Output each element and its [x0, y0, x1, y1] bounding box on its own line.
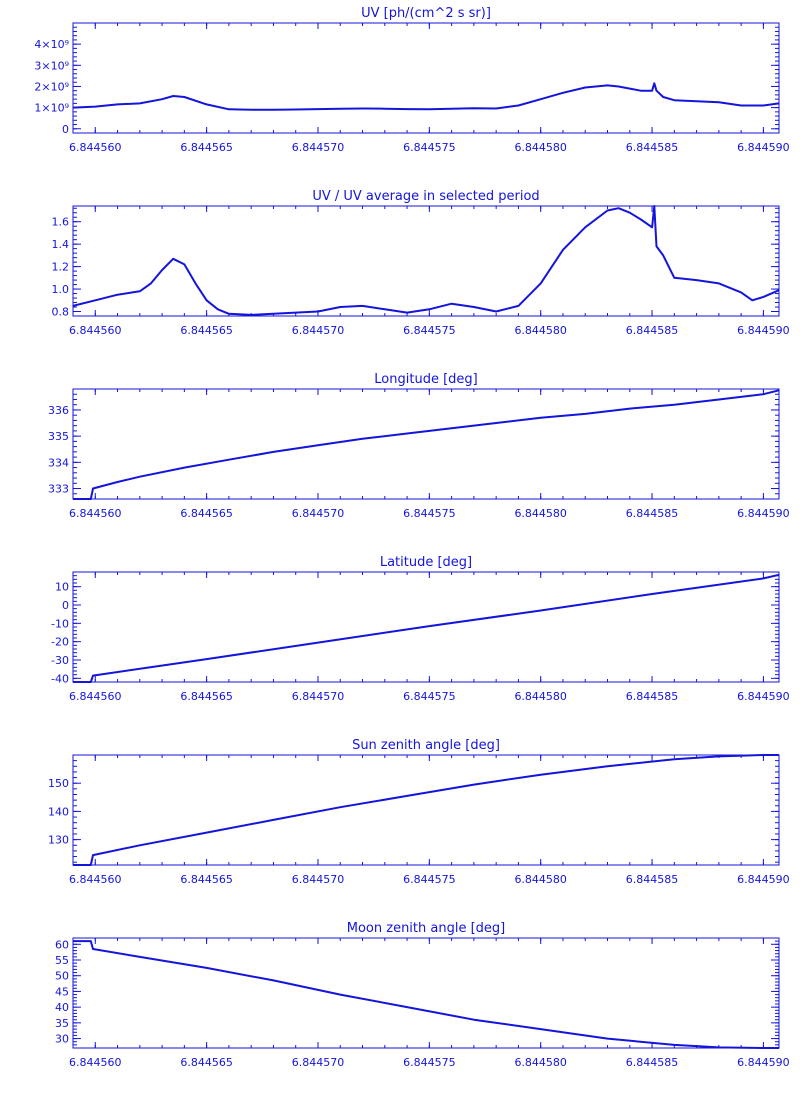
x-tick-label: 6.844580	[514, 324, 567, 337]
plot-frame	[72, 937, 780, 1049]
y-tick-label: 0	[62, 599, 69, 612]
y-tick-label: -10	[51, 617, 69, 630]
x-tick-label: 6.844580	[514, 141, 567, 154]
x-tick-label: 6.844590	[737, 873, 790, 886]
chart-title: Moon zenith angle [deg]	[347, 921, 505, 936]
y-tick-label: 130	[48, 834, 69, 847]
y-tick-label: 150	[48, 777, 69, 790]
x-tick-label: 6.844560	[69, 507, 122, 520]
x-tick-label: 6.844580	[514, 1056, 567, 1069]
y-tick-label: 4×10⁹	[34, 38, 69, 51]
chart-panel-1: UV [ph/(cm^2 s sr)] 6.844560 6.844565 6.844…	[34, 6, 789, 154]
chart-panel-4: Latitude [deg] 6.844560 6.844565 6.844570 6.…	[51, 555, 790, 703]
y-tick-label: 140	[48, 805, 69, 818]
x-tick-label: 6.844565	[180, 873, 233, 886]
x-tick-label: 6.844585	[626, 1056, 679, 1069]
x-tick-label: 6.844580	[514, 690, 567, 703]
plot-frame	[72, 754, 780, 866]
x-tick-label: 6.844560	[69, 1056, 122, 1069]
x-tick-label: 6.844570	[292, 324, 345, 337]
y-tick-label: 1.4	[52, 238, 70, 251]
x-tick-label: 6.844585	[626, 507, 679, 520]
y-tick-label: 10	[55, 581, 69, 594]
y-tick-label: 334	[48, 456, 69, 469]
chart-title: Longitude [deg]	[374, 372, 477, 387]
x-tick-label: 6.844560	[69, 141, 122, 154]
series-line-1	[73, 754, 779, 866]
x-tick-label: 6.844570	[292, 507, 345, 520]
x-tick-label: 6.844575	[403, 690, 456, 703]
chart-title: Sun zenith angle [deg]	[352, 738, 500, 753]
x-tick-label: 6.844570	[292, 873, 345, 886]
x-tick-label: 6.844575	[403, 1056, 456, 1069]
x-tick-label: 6.844560	[69, 690, 122, 703]
x-tick-label: 6.844565	[180, 690, 233, 703]
x-tick-label: 6.844580	[514, 873, 567, 886]
series-line-1	[73, 940, 779, 1049]
chart-title: UV [ph/(cm^2 s sr)]	[361, 6, 491, 21]
x-tick-label: 6.844565	[180, 324, 233, 337]
x-tick-label: 6.844575	[403, 873, 456, 886]
y-tick-label: -20	[51, 636, 69, 649]
x-tick-label: 6.844560	[69, 873, 122, 886]
x-tick-label: 6.844575	[403, 141, 456, 154]
y-tick-label: 1.6	[52, 216, 70, 229]
x-tick-label: 6.844590	[737, 141, 790, 154]
chart-panel-6: Moon zenith angle [deg] 6.844560 6.844565 6…	[55, 921, 790, 1069]
x-tick-label: 6.844570	[292, 1056, 345, 1069]
y-tick-label: 0	[62, 123, 69, 136]
y-tick-label: 40	[55, 1001, 69, 1014]
plot-frame	[72, 388, 780, 500]
x-tick-label: 6.844570	[292, 690, 345, 703]
y-tick-label: 2×10⁹	[34, 80, 69, 93]
x-tick-label: 6.844585	[626, 324, 679, 337]
chart-panel-2: UV / UV average in selected period 6.8445…	[52, 189, 790, 337]
x-tick-label: 6.844590	[737, 690, 790, 703]
chart-title: Latitude [deg]	[380, 555, 472, 570]
y-tick-label: 1×10⁹	[34, 102, 69, 115]
y-tick-label: 0.8	[52, 306, 70, 319]
y-tick-label: 50	[55, 970, 69, 983]
x-tick-label: 6.844590	[737, 507, 790, 520]
x-tick-label: 6.844565	[180, 1056, 233, 1069]
series-line-1	[72, 82, 780, 111]
chart-title: UV / UV average in selected period	[312, 189, 539, 204]
x-tick-label: 6.844570	[292, 141, 345, 154]
series-line-1	[73, 573, 780, 683]
series-line-1	[72, 205, 780, 316]
plot-frame	[72, 205, 780, 317]
series-line-1	[73, 389, 780, 500]
y-tick-label: 333	[48, 483, 69, 496]
x-tick-label: 6.844585	[626, 873, 679, 886]
plot-frame	[72, 22, 780, 134]
x-tick-label: 6.844560	[69, 324, 122, 337]
y-tick-label: 336	[48, 404, 69, 417]
x-tick-label: 6.844575	[403, 507, 456, 520]
x-tick-label: 6.844575	[403, 324, 456, 337]
y-tick-label: 1.2	[52, 261, 70, 274]
y-tick-label: 45	[55, 985, 69, 998]
y-tick-label: -30	[51, 654, 69, 667]
y-tick-label: 60	[55, 938, 69, 951]
x-tick-label: 6.844565	[180, 141, 233, 154]
y-tick-label: -40	[51, 672, 69, 685]
x-tick-label: 6.844565	[180, 507, 233, 520]
x-tick-label: 6.844585	[626, 141, 679, 154]
y-tick-label: 35	[55, 1017, 69, 1030]
y-tick-label: 1.0	[52, 283, 70, 296]
x-tick-label: 6.844585	[626, 690, 679, 703]
x-tick-label: 6.844590	[737, 1056, 790, 1069]
chart-panel-5: Sun zenith angle [deg] 6.844560 6.844565 6.…	[48, 738, 790, 886]
y-tick-label: 30	[55, 1033, 69, 1046]
x-tick-label: 6.844580	[514, 507, 567, 520]
chart-panel-3: Longitude [deg] 6.844560 6.844565 6.844570 6…	[48, 372, 790, 520]
y-tick-label: 55	[55, 954, 69, 967]
y-tick-label: 3×10⁹	[34, 59, 69, 72]
y-tick-label: 335	[48, 430, 69, 443]
x-tick-label: 6.844590	[737, 324, 790, 337]
